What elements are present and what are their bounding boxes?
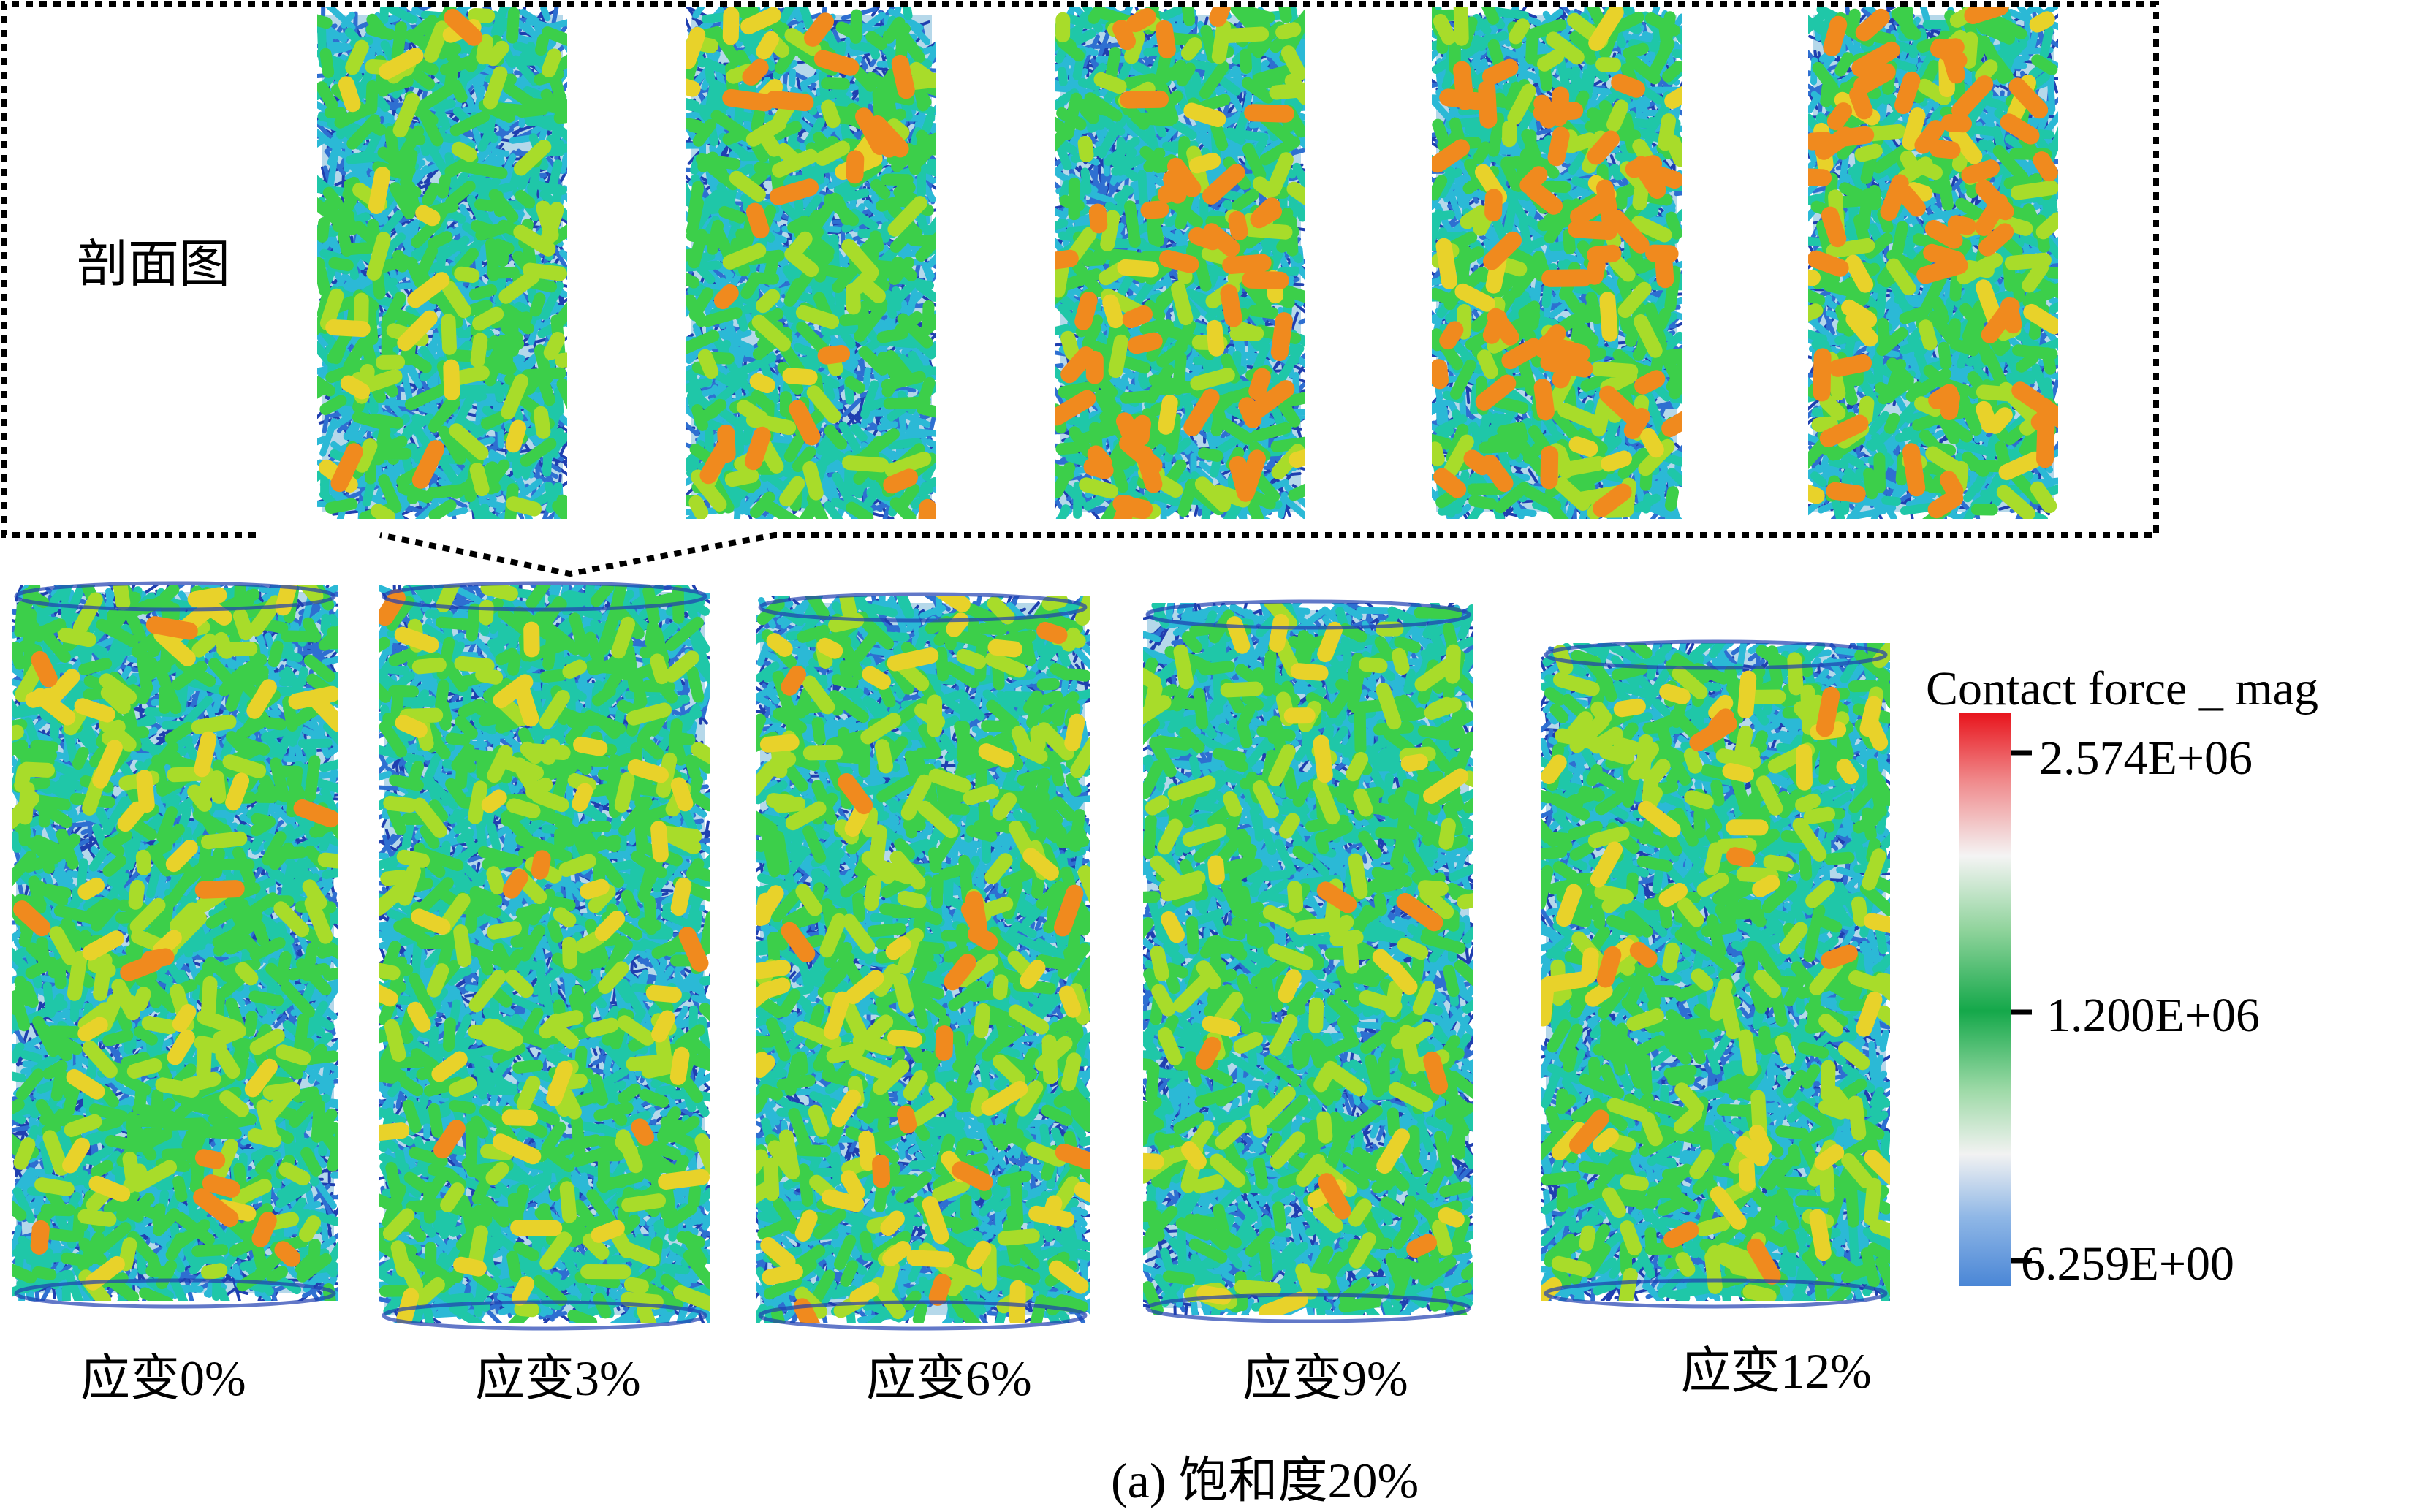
section-view-4-chains	[1808, 7, 2058, 519]
strain-label-4: 应变12%	[1681, 1343, 1872, 1399]
section-view-4-chains	[1808, 11, 2058, 504]
figure-caption: (a) 饱和度20%	[1111, 1453, 1419, 1508]
strain-label-2: 应变6%	[866, 1350, 1032, 1406]
section-view-label: 剖面图	[77, 234, 230, 294]
section-view-3	[1432, 7, 1682, 519]
section-view-1	[686, 7, 936, 519]
specimen-view-1-chains	[379, 585, 710, 1323]
legend-tick-label-min: 6.259E+00	[2021, 1237, 2235, 1291]
section-view-3-chains	[1432, 58, 1682, 517]
specimen-view-1	[379, 581, 710, 1331]
specimen-view-0-chains	[25, 585, 338, 1291]
specimen-bottom-rim	[382, 1300, 707, 1331]
specimen-top-rim	[1145, 599, 1471, 630]
specimen-view-4-chains	[1569, 686, 1858, 1285]
specimen-bottom-rim	[14, 1278, 336, 1309]
section-views	[317, 7, 2058, 519]
specimen-top-rim	[382, 581, 707, 612]
section-view-2	[1055, 7, 1305, 519]
specimen-view-2-chains	[781, 622, 1090, 1323]
strain-label-0: 应变0%	[80, 1350, 246, 1406]
specimen-view-2-chains	[756, 596, 1090, 1323]
section-view-0-chains	[330, 8, 483, 493]
specimen-view-3	[1143, 599, 1473, 1323]
section-view-2-chains	[1055, 7, 1295, 519]
specimen-view-1-chains	[379, 589, 709, 1159]
specimen-bottom-rim	[1145, 1293, 1471, 1323]
specimen-bottom-rim	[1544, 1278, 1888, 1309]
section-view-0	[317, 7, 567, 519]
strain-label-3: 应变9%	[1242, 1350, 1408, 1406]
legend-tick-label-mid: 1.200E+06	[2046, 989, 2261, 1042]
legend-tick-label-max: 2.574E+06	[2039, 732, 2253, 785]
specimen-view-0-chains	[13, 616, 338, 1267]
specimen-view-4	[1541, 639, 1890, 1309]
legend-title: Contact force _ mag	[1926, 662, 2318, 715]
specimen-views	[12, 581, 1890, 1331]
specimen-view-1-chains	[379, 621, 710, 1323]
specimen-view-3-chains	[1195, 881, 1449, 1258]
legend-color-bar	[1959, 713, 2011, 1286]
specimen-view-2	[756, 592, 1090, 1331]
section-view-1-chains	[699, 12, 936, 519]
contact-force-legend	[1959, 713, 2032, 1286]
strain-label-1: 应变3%	[475, 1350, 641, 1406]
specimen-top-rim	[1544, 639, 1888, 670]
section-view-3-chains	[1432, 7, 1682, 519]
section-view-4	[1808, 7, 2058, 519]
specimen-top-rim	[758, 592, 1088, 623]
specimen-top-rim	[14, 581, 336, 612]
specimen-bottom-rim	[758, 1300, 1088, 1331]
specimen-view-0	[12, 581, 338, 1309]
